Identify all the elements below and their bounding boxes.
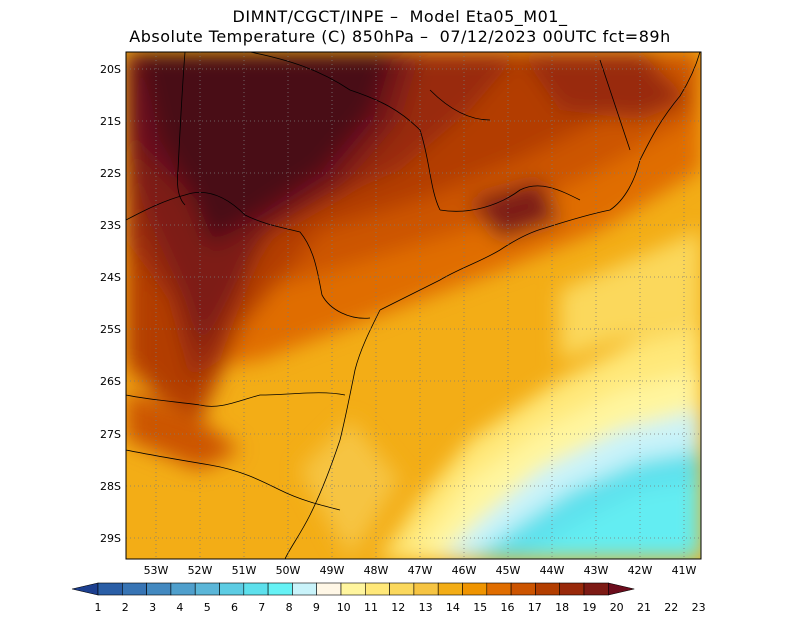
lon-label: 43W — [584, 564, 609, 577]
lon-label: 53W — [144, 564, 169, 577]
colorbar-swatch — [510, 582, 536, 596]
colorbar-label: 2 — [122, 601, 129, 614]
lon-label: 45W — [496, 564, 521, 577]
colorbar-swatch — [535, 582, 561, 596]
colorbar-label: 13 — [419, 601, 433, 614]
colorbar-swatch — [389, 582, 415, 596]
colorbar-arrow-left — [71, 582, 99, 596]
lon-label: 42W — [628, 564, 653, 577]
colorbar-label: 12 — [391, 601, 405, 614]
colorbar-label: 3 — [149, 601, 156, 614]
colorbar-swatch — [170, 582, 196, 596]
colorbar-arrow-right — [607, 582, 635, 596]
lat-label: 29S — [100, 532, 121, 545]
colorbar-label: 1 — [95, 601, 102, 614]
colorbar-label: 17 — [528, 601, 542, 614]
colorbar-label: 4 — [176, 601, 183, 614]
lat-label: 22S — [100, 167, 121, 180]
colorbar-label: 9 — [313, 601, 320, 614]
lat-axis: 20S 21S 22S 23S 24S 25S 26S 27S 28S 29S — [100, 63, 121, 545]
colorbar-label: 21 — [637, 601, 651, 614]
lat-label: 24S — [100, 271, 121, 284]
colorbar-label: 5 — [204, 601, 211, 614]
colorbar-swatch — [316, 582, 342, 596]
colorbar-swatch — [364, 582, 390, 596]
colorbar-swatch — [437, 582, 463, 596]
colorbar-swatch — [559, 582, 585, 596]
colorbar: 1 2 3 4 5 6 7 8 9 10 11 12 13 14 15 16 17 18 19 20 21 22 23 — [71, 582, 706, 614]
colorbar-label: 22 — [664, 601, 678, 614]
colorbar-label: 14 — [446, 601, 460, 614]
colorbar-swatch — [583, 582, 609, 596]
colorbar-swatch — [243, 582, 269, 596]
lat-label: 27S — [100, 428, 121, 441]
colorbar-swatch — [146, 582, 172, 596]
colorbar-label: 20 — [610, 601, 624, 614]
colorbar-label: 15 — [473, 601, 487, 614]
colorbar-swatch — [292, 582, 317, 596]
plot-frame — [125, 51, 702, 560]
lon-label: 46W — [452, 564, 477, 577]
colorbar-label: 7 — [258, 601, 265, 614]
title-line-2: Absolute Temperature (C) 850hPa – 07/12/… — [129, 27, 671, 46]
lon-label: 44W — [540, 564, 565, 577]
lon-label: 49W — [320, 564, 345, 577]
lon-label: 47W — [408, 564, 433, 577]
colorbar-swatch — [97, 582, 123, 596]
colorbar-label: 18 — [555, 601, 569, 614]
lon-label: 51W — [232, 564, 257, 577]
lat-label: 25S — [100, 323, 121, 336]
colorbar-swatch — [462, 582, 488, 596]
grid — [126, 52, 701, 559]
colorbar-swatch — [122, 582, 147, 596]
lat-label: 20S — [100, 63, 121, 76]
colorbar-label: 8 — [286, 601, 293, 614]
colorbar-label: 16 — [501, 601, 515, 614]
lon-label: 52W — [188, 564, 213, 577]
colorbar-swatch — [413, 582, 439, 596]
colorbar-label: 6 — [231, 601, 238, 614]
lat-label: 21S — [100, 115, 121, 128]
colorbar-label: 19 — [582, 601, 596, 614]
colorbar-label: 11 — [364, 601, 378, 614]
temperature-field — [126, 52, 701, 559]
lon-label: 50W — [276, 564, 301, 577]
colorbar-label: 10 — [337, 601, 351, 614]
colorbar-label: 23 — [692, 601, 706, 614]
lat-label: 23S — [100, 219, 121, 232]
colorbar-swatch — [486, 582, 512, 596]
colorbar-swatch — [267, 582, 293, 596]
lon-label: 48W — [364, 564, 389, 577]
lon-label: 41W — [672, 564, 697, 577]
lat-label: 26S — [100, 375, 121, 388]
colorbar-swatch — [194, 582, 220, 596]
lon-axis: 53W 52W 51W 50W 49W 48W 47W 46W 45W 44W … — [144, 564, 697, 577]
title-line-1: DIMNT/CGCT/INPE – Model Eta05_M01_ — [232, 7, 568, 26]
lat-label: 28S — [100, 480, 121, 493]
colorbar-swatch — [219, 582, 245, 596]
colorbar-swatch — [340, 582, 366, 596]
